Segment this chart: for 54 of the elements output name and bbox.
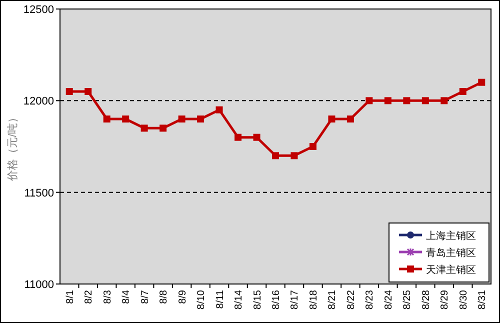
point bbox=[234, 134, 242, 141]
y-tick-label: 12000 bbox=[23, 96, 54, 108]
x-tick-label: 8/15 bbox=[252, 290, 264, 310]
point bbox=[216, 106, 223, 114]
point bbox=[253, 134, 260, 141]
point bbox=[290, 152, 298, 160]
y-tick-label: 11500 bbox=[24, 187, 54, 200]
point bbox=[122, 116, 130, 122]
point bbox=[478, 78, 486, 86]
point bbox=[84, 88, 92, 95]
point bbox=[309, 143, 316, 150]
x-tick-label: 8/18 bbox=[308, 290, 320, 310]
x-tick-label: 8/9 bbox=[177, 290, 188, 304]
x-tick-label: 8/7 bbox=[140, 290, 151, 304]
x-tick-label: 8/16 bbox=[271, 290, 282, 310]
x-tick-label: 8/8 bbox=[158, 290, 170, 304]
x-tick-label: 8/30 bbox=[458, 290, 470, 310]
point bbox=[384, 97, 392, 104]
x-tick-label: 8/14 bbox=[234, 290, 245, 310]
x-tick-label: 8/21 bbox=[327, 290, 338, 310]
x-tick-label: 8/2 bbox=[84, 290, 95, 304]
x-tick-label: 8/1 bbox=[64, 290, 76, 304]
point bbox=[346, 116, 354, 122]
point bbox=[178, 116, 186, 122]
point bbox=[160, 124, 167, 132]
x-tick-label: 8/29 bbox=[440, 290, 451, 310]
point bbox=[459, 88, 466, 95]
point bbox=[103, 116, 110, 122]
point bbox=[272, 152, 279, 160]
point bbox=[366, 97, 373, 104]
x-tick-label: 8/17 bbox=[290, 290, 301, 310]
point bbox=[66, 88, 73, 95]
x-tick-label: 8/24 bbox=[383, 290, 394, 310]
x-tick-label: 8/22 bbox=[346, 290, 357, 310]
point bbox=[403, 97, 410, 104]
legend-label: 青岛主销区 bbox=[426, 247, 476, 259]
point bbox=[140, 124, 148, 132]
x-tick-label: 8/25 bbox=[402, 290, 414, 310]
point bbox=[197, 116, 204, 122]
y-tick-label: 11000 bbox=[24, 279, 54, 291]
x-tick-label: 8/31 bbox=[477, 290, 488, 310]
point bbox=[440, 97, 448, 104]
x-tick-label: 8/28 bbox=[420, 290, 432, 310]
y-tick-label: 12500 bbox=[23, 4, 54, 16]
point bbox=[422, 97, 429, 104]
x-tick-label: 8/11 bbox=[214, 290, 226, 309]
x-tick-label: 8/23 bbox=[364, 290, 376, 310]
point bbox=[328, 116, 336, 122]
y-axis-title: 价格（元/吨） bbox=[6, 112, 19, 182]
x-tick-label: 8/4 bbox=[121, 290, 132, 304]
legend-label: 天津主销区 bbox=[426, 264, 476, 276]
x-tick-label: 8/10 bbox=[196, 290, 208, 310]
legend-label: 上海主销区 bbox=[426, 230, 476, 242]
x-tick-label: 8/3 bbox=[102, 290, 114, 304]
